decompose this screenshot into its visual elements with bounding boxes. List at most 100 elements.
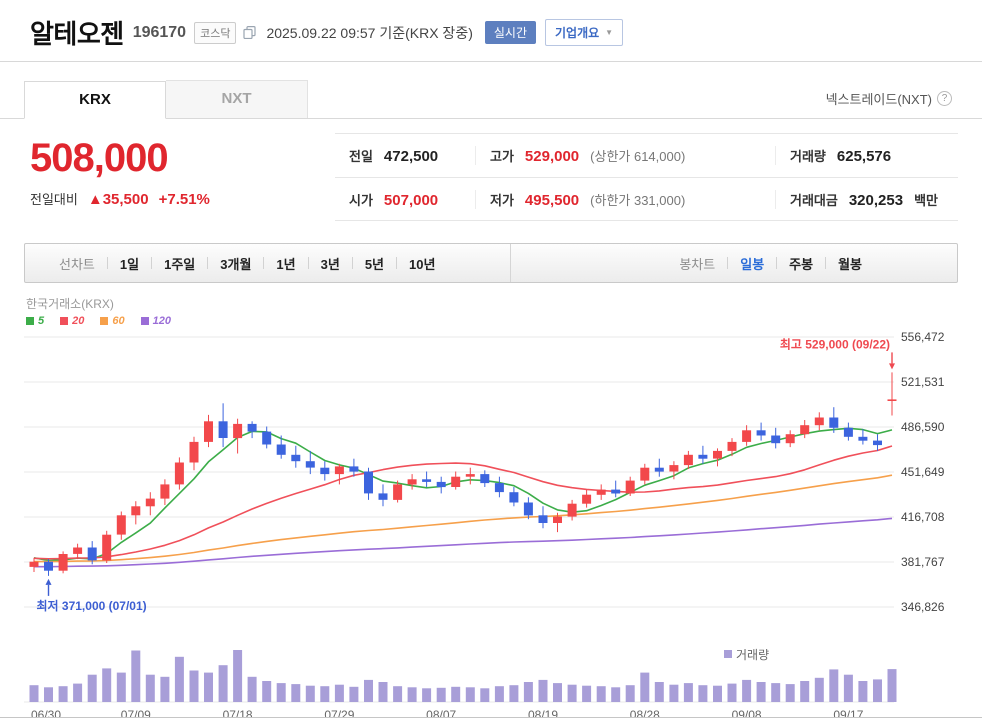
prev-close-cell: 전일 472,500 [349,148,439,165]
change-value: ▲35,500 [87,191,149,208]
svg-text:556,472: 556,472 [901,330,945,344]
candle-type-daily[interactable]: 일봉 [740,256,765,272]
candle-type-weekly[interactable]: 주봉 [789,256,814,272]
svg-text:09/17: 09/17 [833,708,863,718]
realtime-badge: 실시간 [484,21,536,44]
market-badge: 코스닥 [194,21,237,44]
svg-text:07/29: 07/29 [324,708,354,718]
svg-text:최고 529,000 (09/22): 최고 529,000 (09/22) [780,336,890,351]
period-1year[interactable]: 1년 [276,256,296,272]
svg-text:08/19: 08/19 [528,708,558,718]
low-price-cell: 저가 495,500 (하한가 331,000) [475,189,775,209]
ma5-legend-item: 5 [26,315,44,327]
ma20-swatch [60,317,69,325]
ma-120-line [34,517,893,568]
low-annotation: 최저 371,000 (07/01) [37,578,147,613]
quote-row-1: 전일 472,500 고가 529,000 (상한가 614,000) 거래량 … [335,134,958,177]
nxt-link-area: 넥스트레이드(NXT) ? [826,89,952,118]
ma20-legend-item: 20 [60,315,84,327]
stock-name: 알테오젠 [30,19,124,49]
ma120-legend-item: 120 [140,315,171,327]
ma-60-line [34,474,893,563]
ma60-swatch [100,317,109,325]
candle-type-monthly[interactable]: 월봉 [838,256,862,272]
volume-cell: 거래량 625,576 [775,146,958,165]
svg-text:521,531: 521,531 [901,375,945,389]
chart-section: 한국거래소(KRX) 5 20 60 120 556,472 521,531 486… [0,283,982,718]
period-3month[interactable]: 3개월 [220,256,252,272]
change-label: 전일대비 [30,192,78,207]
ma-5-line [33,427,893,562]
change-percent: +7.51% [158,191,210,208]
svg-text:08/28: 08/28 [630,708,660,718]
current-price-block: 508,000 전일대비 ▲35,500 +7.51% [30,133,335,208]
svg-text:09/08: 09/08 [732,708,762,718]
toolbar-separator [151,257,153,269]
toolbar-separator [106,257,108,269]
period-10year[interactable]: 10년 [409,256,436,272]
price-change-line: 전일대비 ▲35,500 +7.51% [30,189,335,208]
candle-chart-label: 봉차트 [679,256,716,272]
price-volume-chart: 556,472 521,531 486,590 451,649 416,708 381,7… [24,330,945,718]
header-divider [0,61,982,62]
toolbar-separator [351,257,353,269]
quote-table: 전일 472,500 고가 529,000 (상한가 614,000) 거래량 … [335,133,958,221]
help-icon[interactable]: ? [937,91,952,106]
price-summary: 508,000 전일대비 ▲35,500 +7.51% 전일 472,500 고… [0,119,982,229]
quote-row-2: 시가 507,000 저가 495,500 (하한가 331,000) 거래대금… [335,177,958,220]
toolbar-split [509,244,511,282]
high-annotation: 최고 529,000 (09/22) [780,336,895,370]
svg-text:06/30: 06/30 [31,708,61,718]
open-price-cell: 시가 507,000 [349,191,439,209]
chevron-down-icon: ▼ [605,28,614,37]
svg-text:381,767: 381,767 [901,555,945,569]
svg-text:346,826: 346,826 [901,600,945,614]
y-axis-labels: 556,472 521,531 486,590 451,649 416,708 381,7… [901,330,945,614]
nxt-link-label: 넥스트레이드(NXT) [825,92,932,107]
period-selector: 선차트 1일 1주일 3개월 1년 3년 5년 10년 [25,254,435,273]
trade-value-cell: 거래대금 320,253 백만 [775,189,958,209]
ma-legend: 5 20 60 120 [26,315,958,327]
tab-nxt[interactable]: NXT [166,80,308,118]
stock-header: 알테오젠 196170 코스닥 2025.09.22 09:57 기준(KRX … [0,0,982,61]
ma-lines [33,427,893,568]
exchange-tab-bar: KRX NXT 넥스트레이드(NXT) ? [0,62,982,119]
stock-code: 196170 [132,23,187,41]
period-1day[interactable]: 1일 [119,256,140,272]
toolbar-separator [396,257,398,269]
svg-text:08/07: 08/07 [426,708,456,718]
company-overview-button[interactable]: 기업개요 ▼ [544,19,624,46]
candle-type-selector: 봉차트 일봉 주봉 월봉 [679,254,862,273]
svg-text:07/09: 07/09 [121,708,151,718]
svg-text:07/18: 07/18 [223,708,253,718]
toolbar-separator [307,257,309,269]
current-price: 508,000 [30,136,169,180]
svg-text:416,708: 416,708 [901,510,945,524]
toolbar-separator [263,257,265,269]
toolbar-separator [776,257,778,269]
line-chart-label: 선차트 [59,256,95,272]
period-3year[interactable]: 3년 [320,256,340,272]
toolbar-separator [207,257,209,269]
chart-toolbar: 선차트 1일 1주일 3개월 1년 3년 5년 10년 봉차트 일봉 주봉 월봉 [24,243,958,283]
period-1week[interactable]: 1주일 [164,256,196,272]
exchange-label: 한국거래소(KRX) [26,297,114,311]
tab-krx[interactable]: KRX [24,81,166,119]
period-5year[interactable]: 5년 [364,256,385,272]
ma5-swatch [26,317,34,325]
x-axis-labels: 06/30 07/09 07/18 07/29 08/07 08/19 08/28 09/08… [31,708,864,718]
ma60-legend-item: 60 [100,315,125,327]
toolbar-separator [727,257,729,269]
high-price-cell: 고가 529,000 (상한가 614,000) [475,146,775,165]
svg-text:486,590: 486,590 [901,420,945,434]
svg-text:451,649: 451,649 [901,465,945,479]
volume-bars [29,650,897,702]
candles [29,372,897,576]
ma120-swatch [140,317,149,325]
copy-icon[interactable] [243,26,257,39]
ma-20-line [33,445,893,560]
volume-legend: 거래량 [724,648,769,662]
company-overview-label: 기업개요 [554,26,600,40]
svg-text:거래량: 거래량 [736,648,769,662]
